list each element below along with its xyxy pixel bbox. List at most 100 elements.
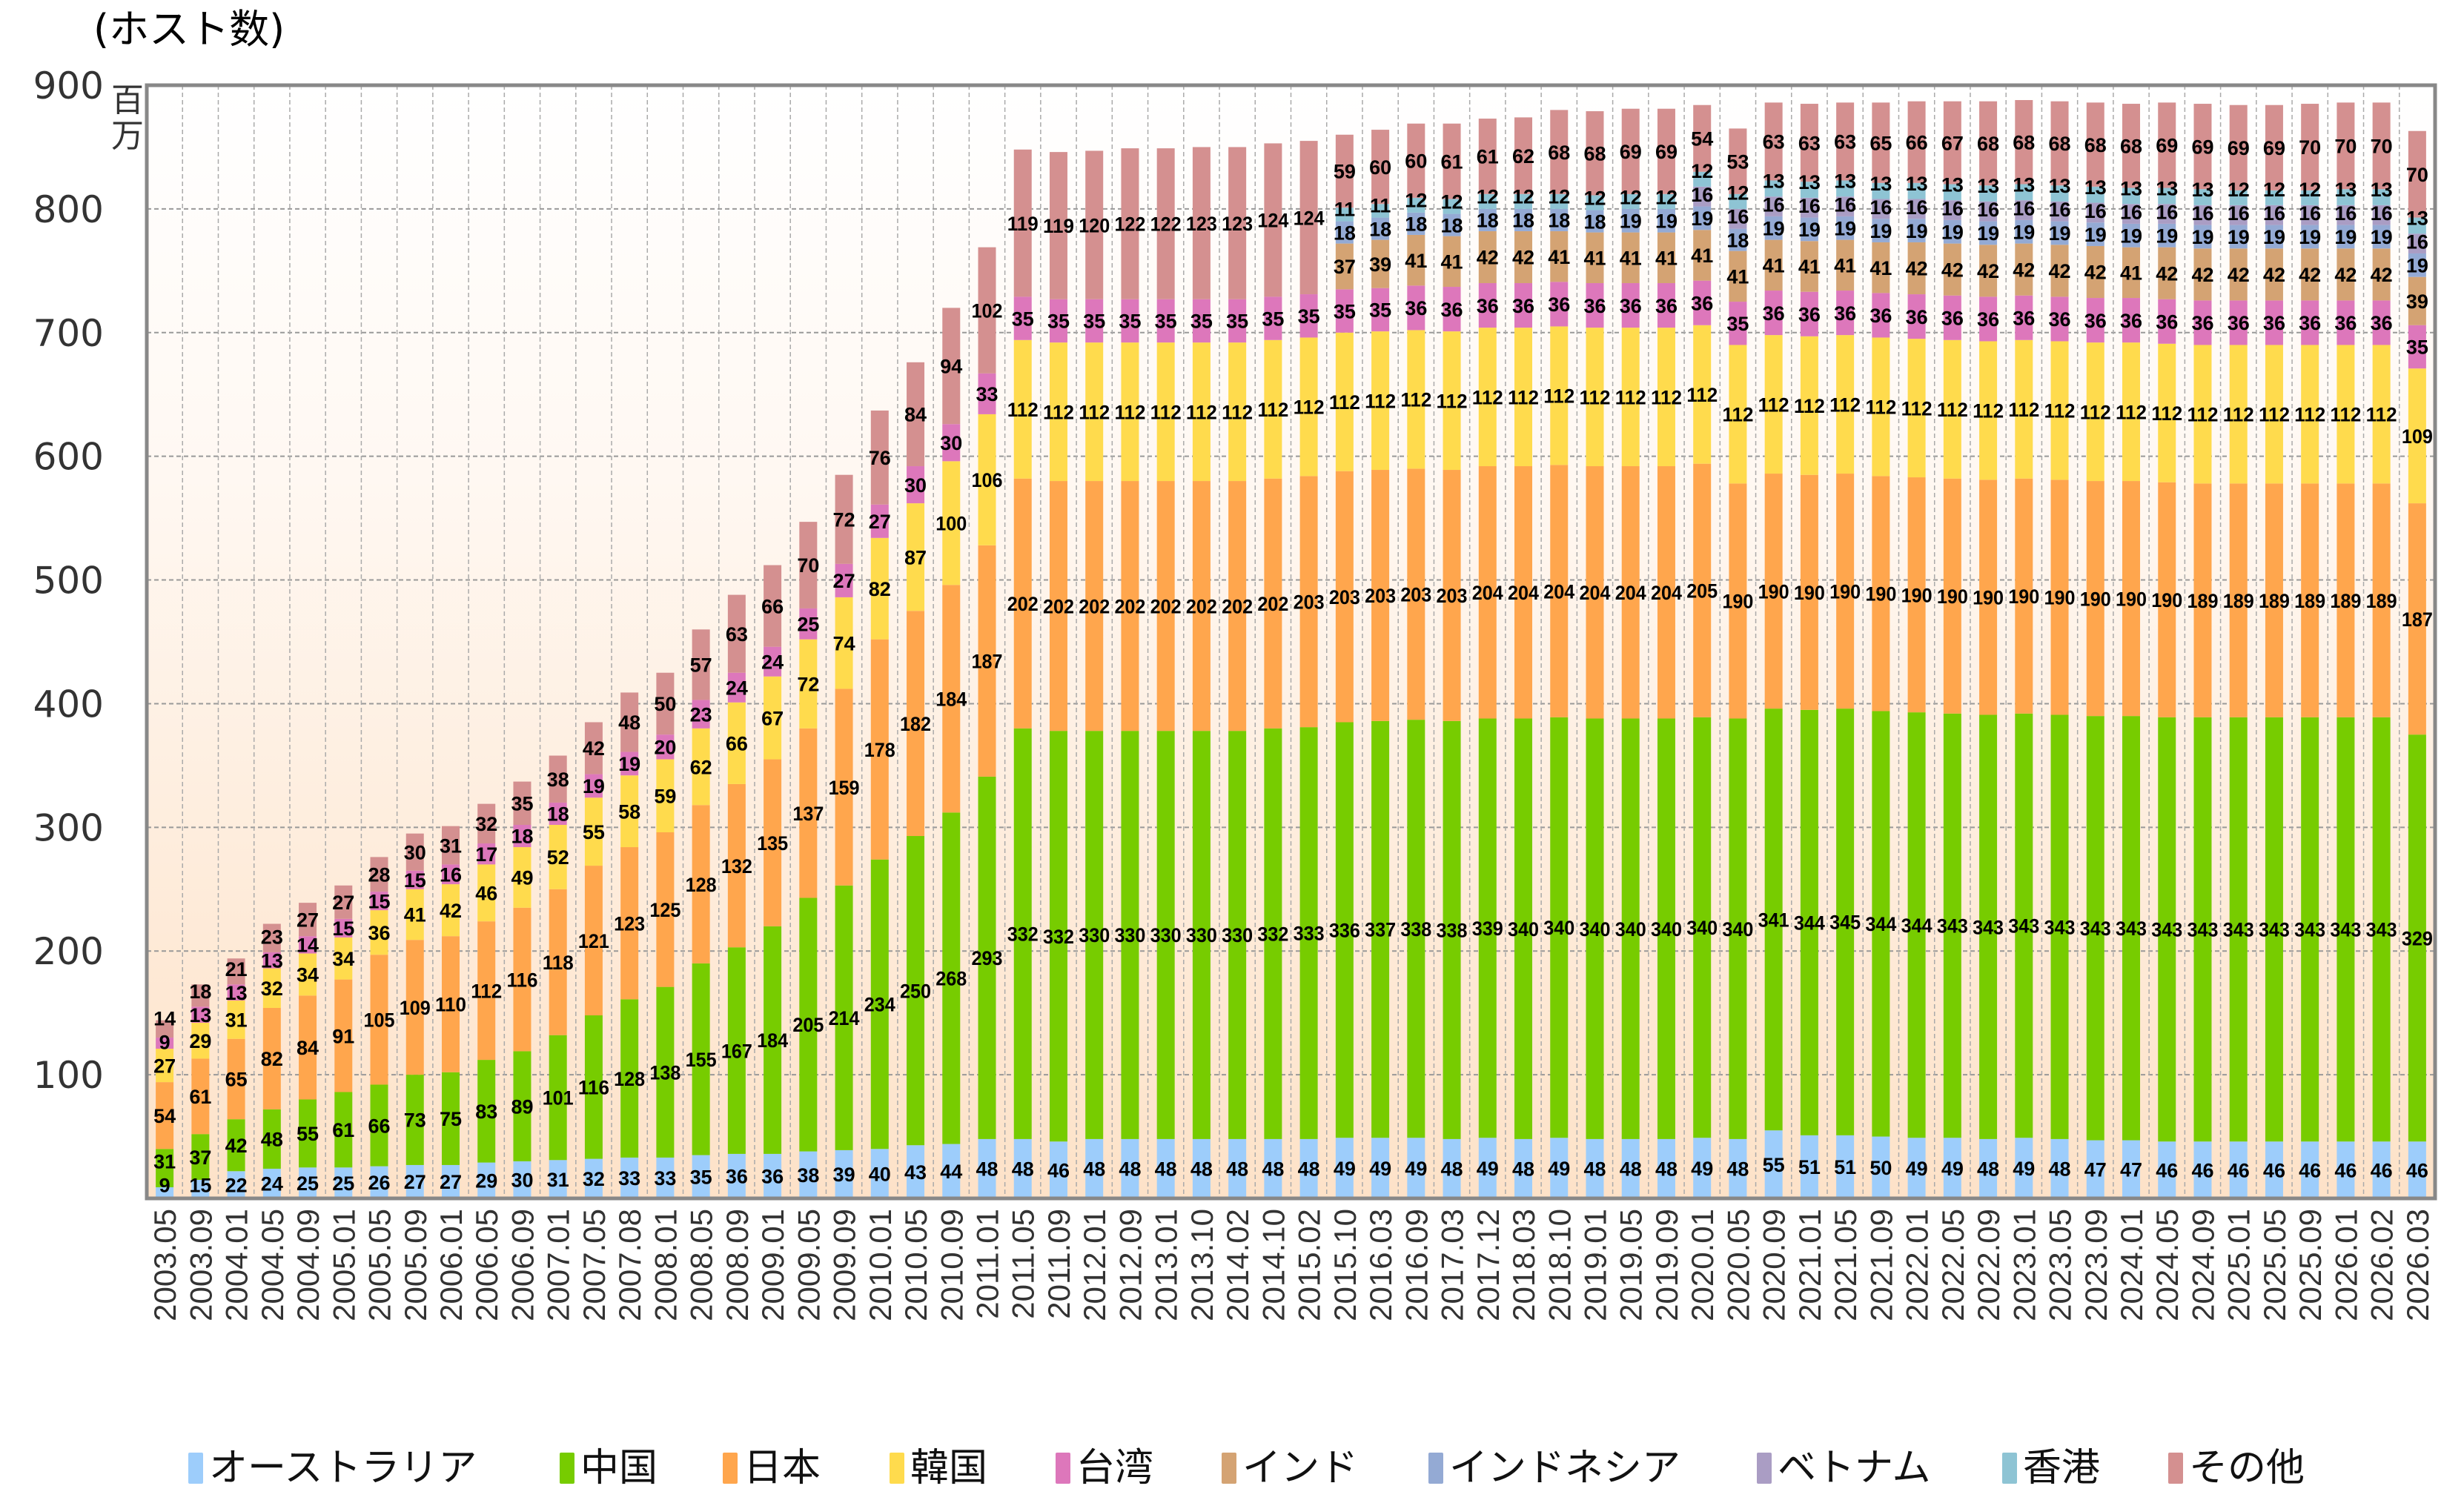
- data-label: 340: [1615, 918, 1646, 940]
- bar-segment: [1764, 1130, 1783, 1198]
- data-label: 190: [1794, 582, 1825, 604]
- bar-segment: [2122, 204, 2141, 224]
- data-label: 94: [940, 356, 962, 378]
- bar-segment: [1335, 471, 1354, 723]
- bar-segment: [1800, 182, 1818, 198]
- data-label: 19: [2084, 224, 2107, 246]
- bar-segment: [2193, 205, 2212, 225]
- bar-segment: [2408, 130, 2426, 218]
- bar-segment: [1407, 330, 1425, 469]
- bar-segment: [620, 752, 639, 776]
- data-label: 35: [1334, 300, 1356, 322]
- bar-segment: [1907, 1138, 1926, 1198]
- bar-segment: [1514, 1138, 1533, 1198]
- bar-segment: [1907, 339, 1926, 478]
- data-label: 11: [1334, 198, 1356, 220]
- bar-segment: [513, 907, 531, 1052]
- data-label: 13: [1834, 170, 1856, 192]
- bar-segment: [2158, 204, 2176, 224]
- bar-segment: [2301, 1141, 2319, 1198]
- data-label: 42: [2084, 262, 2107, 284]
- bar-segment: [1335, 289, 1354, 333]
- bar-segment: [978, 414, 996, 545]
- data-label: 189: [2259, 590, 2290, 612]
- data-label: 42: [2299, 264, 2321, 286]
- data-label: 112: [2151, 402, 2182, 425]
- data-label: 19: [1941, 221, 1964, 243]
- data-label: 36: [1441, 299, 1463, 321]
- data-label: 343: [2366, 919, 2397, 941]
- bar-segment: [2229, 248, 2248, 301]
- x-tick-label: 2005.01: [326, 1209, 361, 1321]
- data-label: 124: [1257, 210, 1288, 232]
- x-tick-label: 2011.09: [1041, 1209, 1076, 1319]
- x-axis-ticks: 2003.05 2003.09 2004.01 2004.05 2004.09 2005.…: [148, 1209, 2435, 1321]
- data-label: 25: [297, 1172, 319, 1195]
- bar-segment: [1192, 299, 1211, 343]
- bar-segment: [2122, 1140, 2141, 1198]
- data-label: 109: [2402, 425, 2433, 448]
- bar-segment: [1085, 481, 1104, 731]
- bar-segment: [1907, 294, 1926, 339]
- bar-segment: [441, 1072, 460, 1165]
- bar-segment: [1228, 342, 1247, 482]
- data-label: 16: [2334, 202, 2357, 225]
- bar-segment: [1657, 466, 1675, 719]
- data-label: 24: [261, 1173, 283, 1195]
- bar-segment: [1407, 468, 1425, 720]
- bar-segment: [477, 1060, 496, 1163]
- data-label: 41: [2120, 262, 2142, 285]
- bar-segment: [2193, 300, 2212, 345]
- bar-segment: [1371, 204, 1390, 218]
- bar-segment: [584, 1015, 603, 1159]
- bar-segment: [1514, 466, 1533, 719]
- bar-segment: [799, 728, 818, 898]
- data-label: 48: [1155, 1158, 1177, 1181]
- bar-segment: [1407, 212, 1425, 235]
- bar-segment: [584, 774, 603, 798]
- data-label: 112: [2223, 404, 2254, 426]
- data-label: 46: [2191, 1159, 2213, 1181]
- data-label: 184: [935, 688, 967, 710]
- bar-segment: [1550, 1138, 1569, 1198]
- y-axis-title: (ホスト数): [93, 6, 285, 53]
- bar-segment: [870, 639, 889, 860]
- bar-segment: [1443, 236, 1461, 288]
- data-label: 16: [2299, 202, 2321, 225]
- bar-segment: [1729, 228, 1747, 251]
- data-label: 14: [153, 1007, 176, 1029]
- data-label: 330: [1150, 924, 1182, 946]
- bar-segment: [1049, 342, 1067, 482]
- data-label: 28: [368, 863, 391, 886]
- x-tick-label: 2010.09: [934, 1209, 969, 1321]
- data-label: 42: [2334, 264, 2357, 286]
- bar-segment: [799, 639, 818, 729]
- bar-segment: [2086, 716, 2104, 1141]
- bar-segment: [1586, 328, 1604, 467]
- bar-segment: [1550, 465, 1569, 717]
- bar-segment: [1979, 101, 1998, 186]
- data-label: 32: [261, 978, 283, 1000]
- bar-segment: [262, 1109, 281, 1169]
- bar-segment: [1872, 182, 1890, 199]
- bar-segment: [1264, 143, 1282, 297]
- bar-segment: [1693, 171, 1712, 187]
- data-label: 42: [1512, 247, 1534, 269]
- bar-segment: [441, 936, 460, 1072]
- bar-segment: [1943, 184, 1961, 201]
- data-label: 18: [1405, 213, 1427, 236]
- x-tick-label: 2019.01: [1577, 1209, 1612, 1321]
- bar-segment: [1049, 731, 1067, 1142]
- data-label: 63: [1763, 131, 1785, 153]
- bar-segment: [1514, 328, 1533, 467]
- data-label: 189: [2294, 590, 2325, 612]
- bar-segment: [2050, 245, 2069, 297]
- bar-segment: [2408, 217, 2426, 234]
- bar-segment: [299, 903, 317, 937]
- data-label: 49: [1691, 1158, 1713, 1180]
- y-tick-label: 900: [33, 64, 104, 107]
- data-label: 35: [1083, 311, 1105, 333]
- bar-segment: [1013, 478, 1032, 729]
- data-label: 16: [1726, 205, 1749, 228]
- data-label: 18: [1548, 210, 1570, 232]
